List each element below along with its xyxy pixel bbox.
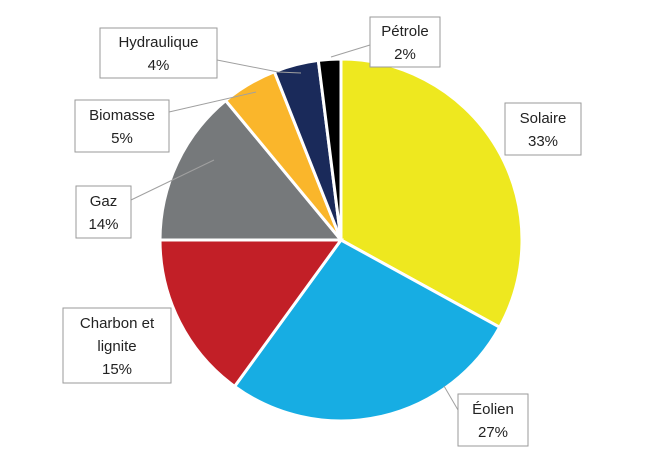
leader-line — [168, 91, 257, 113]
leader-line — [330, 44, 371, 58]
data-label-value: 2% — [394, 46, 416, 63]
data-label-category: Pétrole — [381, 23, 429, 40]
callout-box — [74, 99, 170, 153]
data-callouts: Solaire 33% Éolien 27% Charbon et lignite 15% G… — [62, 16, 582, 447]
data-label-category: Hydraulique — [118, 34, 198, 51]
leader-line — [443, 385, 459, 411]
pie-slices — [158, 57, 524, 423]
leader-line — [216, 59, 302, 74]
data-callout: Biomasse 5% — [74, 99, 170, 153]
data-label-value: 33% — [528, 133, 558, 150]
callout-leader-lines — [130, 44, 459, 411]
pie-slice-p-trole — [316, 57, 343, 241]
data-callout: Solaire 33% — [504, 102, 582, 156]
data-label-category: Charbon et — [80, 315, 155, 332]
data-label-category: lignite — [97, 338, 136, 355]
data-callout: Éolien 27% — [457, 393, 529, 447]
data-callout: Pétrole 2% — [369, 16, 441, 68]
data-callout: Gaz 14% — [75, 185, 132, 239]
callout-box — [504, 102, 582, 156]
data-label-value: 15% — [102, 361, 132, 378]
callout-box — [369, 16, 441, 68]
data-label-category: Gaz — [90, 193, 118, 210]
pie-slice-charbon-et-lignite — [158, 238, 344, 389]
pie-slice--olien — [232, 238, 502, 423]
data-label-category: Solaire — [520, 110, 567, 127]
callout-box — [99, 27, 218, 79]
pie-slice-gaz — [158, 98, 345, 242]
data-label-value: 5% — [111, 130, 133, 147]
data-label-category: Biomasse — [89, 107, 155, 124]
callout-box — [62, 307, 172, 384]
callout-box — [457, 393, 529, 447]
data-label-value: 27% — [478, 424, 508, 441]
callout-box — [75, 185, 132, 239]
data-callout: Charbon et lignite 15% — [62, 307, 172, 384]
leader-line — [130, 159, 215, 201]
data-callout: Hydraulique 4% — [99, 27, 218, 79]
data-label-value: 4% — [148, 57, 170, 74]
data-label-value: 14% — [88, 216, 118, 233]
data-label-category: Éolien — [472, 401, 514, 418]
